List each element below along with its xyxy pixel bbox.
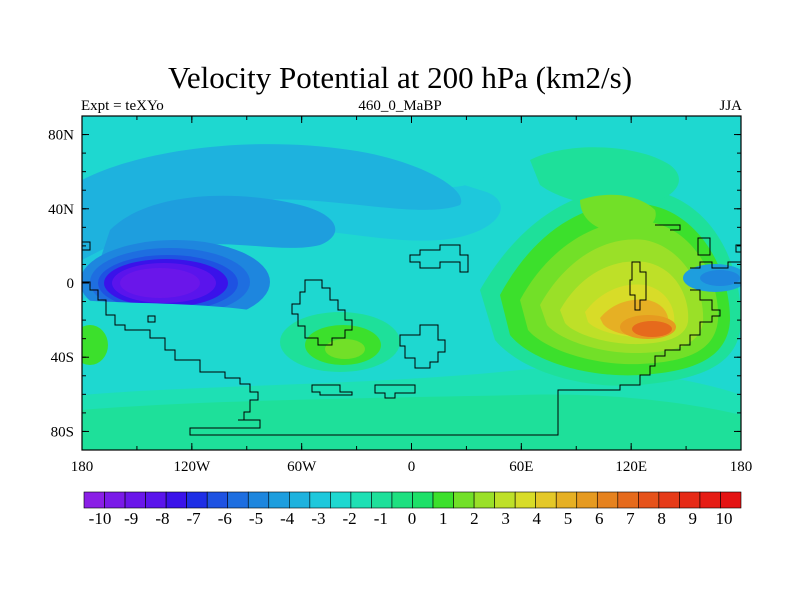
colorbar-swatch [473, 491, 495, 509]
colorbar-label: 5 [564, 509, 573, 528]
colorbar-swatch [247, 491, 270, 509]
colorbar-label: -5 [249, 509, 263, 528]
y-tick-label: 80S [51, 424, 74, 440]
colorbar-swatch [83, 491, 105, 509]
colorbar-swatch [124, 491, 146, 509]
colorbar-swatch [576, 491, 598, 509]
colorbar-label: -1 [374, 509, 388, 528]
y-tick-label: 40S [51, 350, 74, 366]
colorbar-label: 3 [501, 509, 510, 528]
colorbar-swatch [309, 491, 331, 509]
colorbar-swatch [617, 491, 639, 509]
colorbar-label: -10 [89, 509, 112, 528]
season-label: JJA [719, 98, 742, 114]
colorbar-swatch [350, 491, 372, 509]
colorbar-label: -4 [280, 509, 295, 528]
x-tick-label: 60W [287, 459, 317, 475]
colorbar-swatch [412, 491, 434, 509]
colorbar-swatch [453, 491, 475, 509]
colorbar-swatch [227, 491, 249, 509]
colorbar-swatch [535, 491, 557, 509]
colorbar-label: 1 [439, 509, 448, 528]
experiment-label: Expt = teXYo [81, 98, 164, 114]
colorbar-label: -3 [311, 509, 325, 528]
x-tick-label: 180 [730, 459, 753, 475]
colorbar-swatch [330, 491, 352, 509]
colorbar-label: 6 [595, 509, 604, 528]
velocity-potential-field [82, 116, 741, 450]
colorbar-swatch [268, 491, 290, 509]
colorbar-swatch [699, 491, 721, 509]
colorbar-swatch [186, 491, 208, 509]
colorbar-swatch [494, 491, 516, 509]
x-tick-label: 120E [615, 459, 647, 475]
colorbar-swatch [289, 491, 311, 509]
colorbar-swatch [638, 491, 660, 509]
period-label: 460_0_MaBP [358, 98, 442, 114]
colorbar-swatch [658, 491, 680, 509]
colorbar-swatch [104, 491, 126, 509]
colorbar-swatch [432, 491, 454, 509]
colorbar-label: -8 [155, 509, 169, 528]
x-tick-label: 180 [71, 459, 94, 475]
y-axis: 80N 40N 0 40S 80S [48, 115, 741, 451]
colorbar-swatch [596, 491, 619, 509]
colorbar-label: -6 [218, 509, 232, 528]
colorbar-label: -7 [187, 509, 202, 528]
y-tick-label: 0 [67, 276, 75, 292]
x-tick-label: 120W [173, 459, 211, 475]
colorbar-swatch [145, 491, 167, 509]
colorbar-label: 7 [626, 509, 635, 528]
colorbar-swatch [514, 491, 536, 509]
colorbar-swatch [391, 491, 413, 509]
y-tick-label: 40N [48, 202, 74, 218]
colorbar-label: 10 [716, 509, 733, 528]
plot-title: Velocity Potential at 200 hPa (km2/s) [167, 60, 633, 95]
colorbar-label: -2 [343, 509, 357, 528]
colorbar-swatch [720, 491, 742, 509]
colorbar-label: -9 [124, 509, 138, 528]
colorbar-label: 2 [470, 509, 479, 528]
colorbar-swatch [679, 491, 701, 509]
x-tick-label: 0 [408, 459, 416, 475]
colorbar-label: 4 [533, 509, 542, 528]
colorbar-label: 0 [408, 509, 417, 528]
colorbar-label: 9 [689, 509, 698, 528]
x-axis: 180 120W 60W 0 60E 120E 180 [71, 116, 753, 475]
colorbar-swatch [371, 491, 393, 509]
colorbar-swatch [165, 491, 187, 509]
colorbar-swatch [555, 491, 578, 509]
x-tick-label: 60E [509, 459, 533, 475]
y-tick-label: 80N [48, 128, 74, 144]
coastlines [82, 224, 741, 436]
colorbar-label: 8 [657, 509, 666, 528]
colorbar: -10 -9 -8 -7 -6 -5 -4 -3 -2 -1 0 1 2 3 4 5 6 7 8 9 10 [83, 491, 742, 528]
colorbar-swatch [206, 491, 229, 509]
